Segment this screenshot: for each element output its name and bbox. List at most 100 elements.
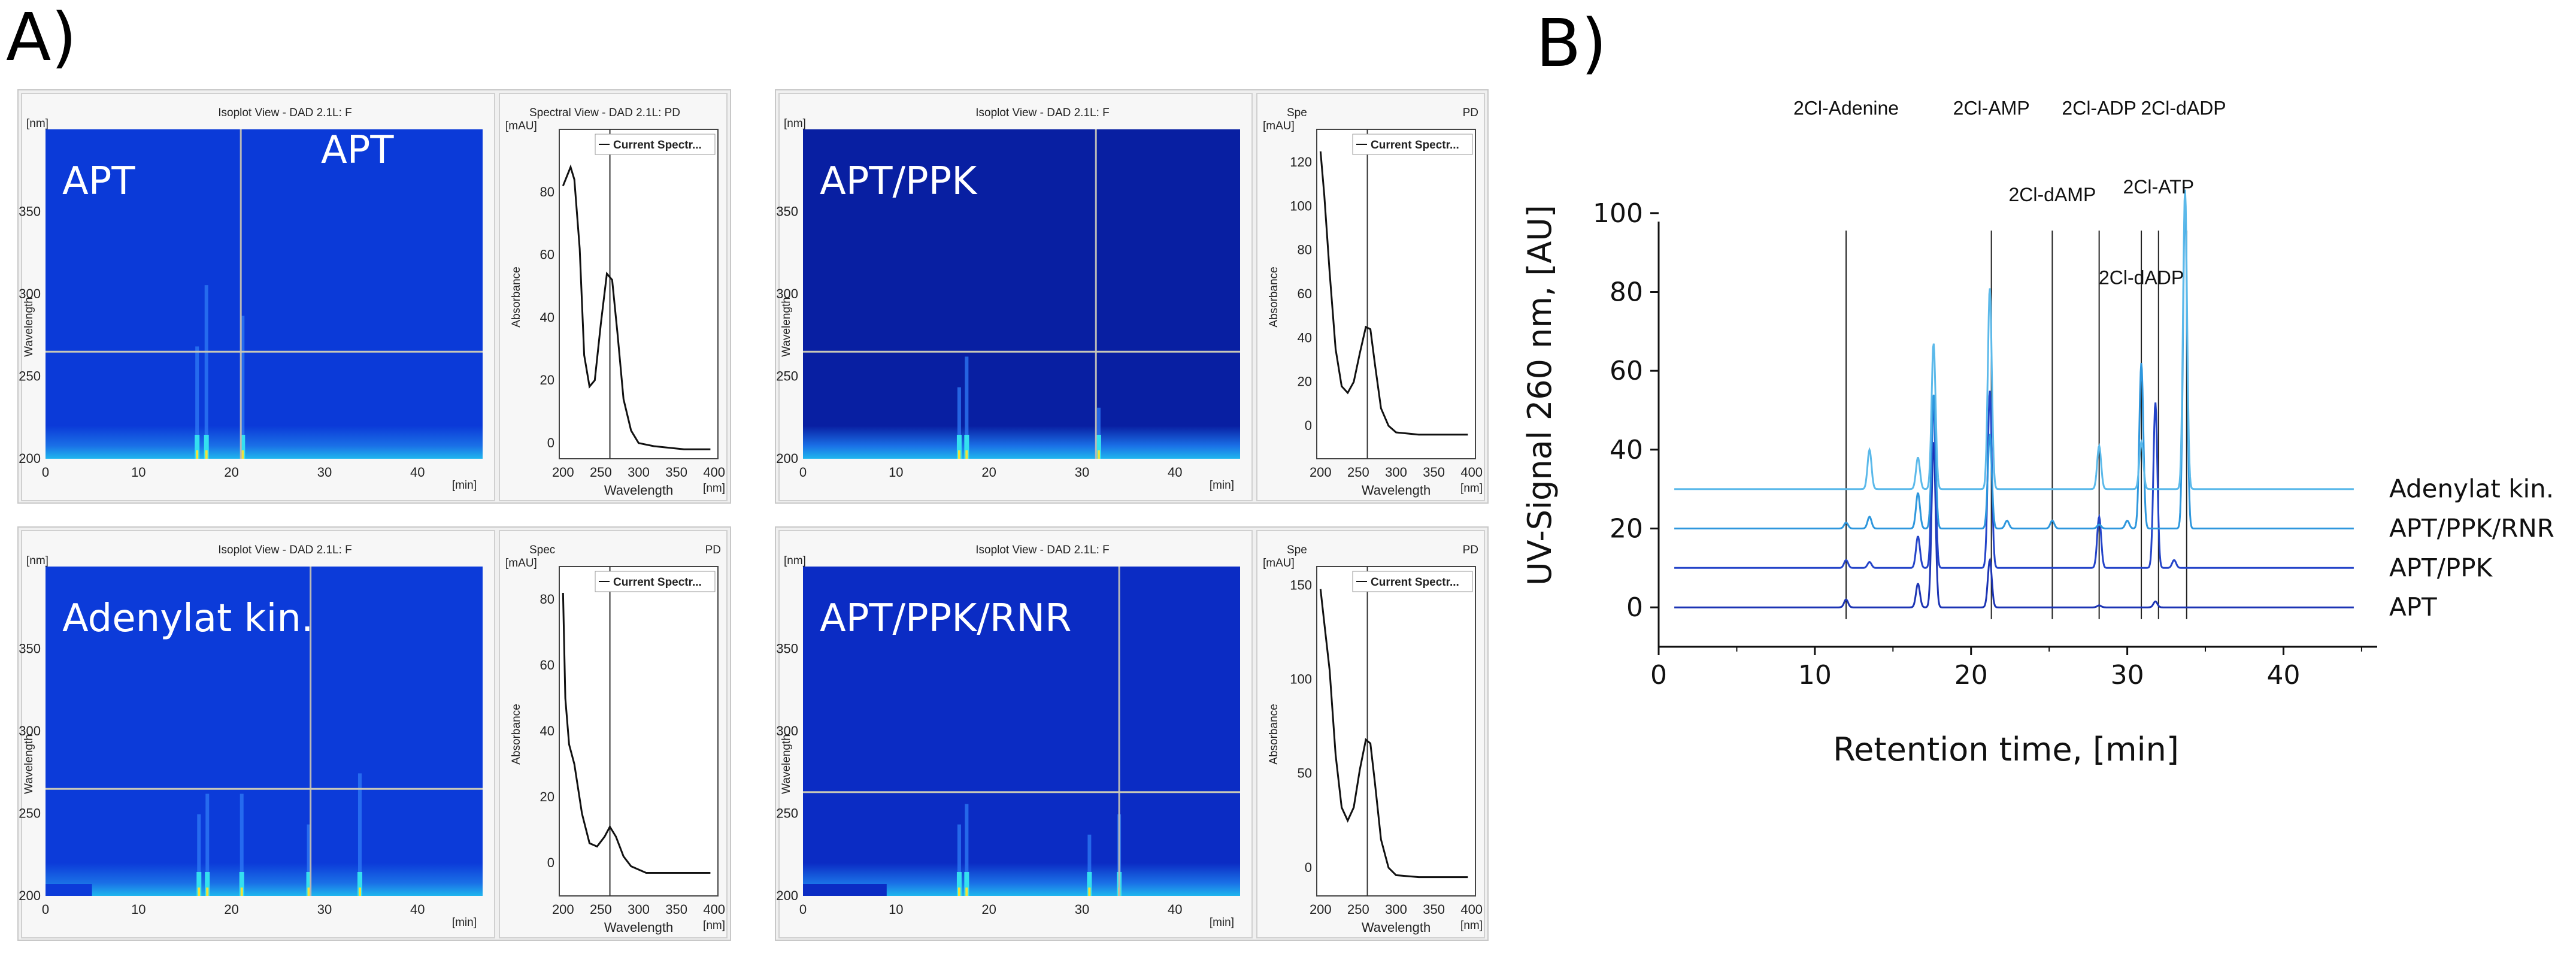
isoplot-yunit: [nm] bbox=[784, 555, 806, 567]
series-line bbox=[1674, 189, 2354, 490]
spectral-yunit: [mAU] bbox=[1263, 120, 1295, 132]
isoplot-xtick: 10 bbox=[131, 465, 146, 480]
isoplot-yunit: [nm] bbox=[784, 117, 806, 130]
isoplot-peak-hot bbox=[241, 450, 244, 459]
spectral-xunit: [nm] bbox=[703, 482, 725, 495]
peak-annotation: 2Cl-AMP bbox=[1953, 97, 2030, 119]
isoplot-xunit: [min] bbox=[1210, 916, 1234, 929]
isoplot-ytick: 200 bbox=[19, 451, 41, 466]
isoplot-peak-streak bbox=[957, 387, 961, 459]
peak-annotation: 2Cl-dAMP bbox=[2008, 184, 2096, 205]
isoplot-ytick: 200 bbox=[19, 888, 41, 903]
spectral-xtick: 300 bbox=[1385, 902, 1407, 917]
isoplot-ytick: 300 bbox=[19, 286, 41, 301]
isoplot-ytick: 350 bbox=[776, 204, 798, 219]
isoplot-peak-hot bbox=[240, 888, 243, 896]
spectral-ytick: 60 bbox=[1298, 286, 1312, 301]
isoplot-peak-base bbox=[357, 872, 362, 896]
isoplot-empty-region bbox=[803, 884, 887, 896]
isoplot-peak-hot bbox=[957, 450, 960, 459]
spectrum-curve bbox=[1319, 589, 1468, 879]
isoplot-ylabel: Wavelength bbox=[23, 297, 35, 357]
isoplot-xtick: 10 bbox=[131, 902, 146, 917]
spectral-xlabel: Wavelength bbox=[1362, 483, 1431, 498]
isoplot-peak-base bbox=[239, 872, 244, 896]
spectral-title: Spec bbox=[529, 544, 555, 556]
peak-annotation: 2Cl-dADP bbox=[2141, 97, 2226, 119]
screenshot-panel: Isoplot View - DAD 2.1L: F[nm]2002503003… bbox=[17, 526, 731, 941]
series-line bbox=[1674, 442, 2354, 608]
isoplot-peak-base bbox=[1096, 435, 1101, 459]
isoplot-ytick: 250 bbox=[776, 806, 798, 821]
isoplot-ytick: 350 bbox=[19, 641, 41, 656]
isoplot-ytick: 250 bbox=[776, 369, 798, 384]
isoplot-peak-streak bbox=[1087, 834, 1092, 896]
sample-name: APT bbox=[62, 159, 135, 204]
spectral-yunit: [mAU] bbox=[1263, 557, 1295, 570]
spectral-xlabel: Wavelength bbox=[1362, 920, 1431, 935]
isoplot-peak-base bbox=[195, 435, 200, 459]
isoplot-peak-hot bbox=[307, 888, 310, 896]
spectral-title: Spectral View - DAD 2.1L: PD bbox=[529, 107, 680, 119]
isoplot-empty-region bbox=[46, 884, 92, 896]
series-label: APT bbox=[2389, 592, 2437, 622]
screenshot-panel: Isoplot View - DAD 2.1L: F[nm]2002503003… bbox=[17, 89, 731, 504]
spectral-xunit: [nm] bbox=[1460, 482, 1483, 495]
spectral-ytick: 120 bbox=[1290, 155, 1312, 169]
spectral-xtick: 400 bbox=[1460, 465, 1483, 480]
spectrum-curve bbox=[1319, 151, 1468, 436]
spectral-xlabel: Wavelength bbox=[604, 483, 673, 498]
isoplot-xunit: [min] bbox=[452, 479, 477, 492]
y-tick-label: 20 bbox=[1610, 514, 1643, 544]
series-line bbox=[1674, 390, 2354, 569]
spectral-ylabel: Absorbance bbox=[510, 266, 523, 327]
isoplot-peak-streak bbox=[357, 773, 362, 896]
isoplot-xtick: 0 bbox=[799, 465, 807, 480]
isoplot-heatmap bbox=[46, 567, 483, 896]
isoplot-xtick: 20 bbox=[981, 902, 996, 917]
spectral-xtick: 350 bbox=[1423, 465, 1445, 480]
isoplot-peak-hot bbox=[965, 888, 968, 896]
spectral-ytick: 100 bbox=[1290, 672, 1312, 687]
isoplot-xunit: [min] bbox=[1210, 479, 1234, 492]
spectral-xtick: 300 bbox=[628, 902, 650, 917]
spectrum-curve bbox=[562, 592, 711, 874]
spectral-title-right: PD bbox=[1463, 544, 1478, 556]
spectral-plot-area bbox=[1316, 566, 1476, 897]
spectral-legend-box bbox=[1352, 134, 1473, 155]
sample-name: APT/PPK/RNR bbox=[820, 596, 1072, 641]
spectral-plot-area bbox=[559, 129, 719, 459]
isoplot-peak-streak bbox=[307, 824, 311, 896]
isoplot-title: Isoplot View - DAD 2.1L: F bbox=[975, 107, 1110, 119]
peak-annotation: 2Cl-dADP bbox=[2099, 266, 2184, 288]
isoplot-xtick: 0 bbox=[42, 902, 49, 917]
spectral-ytick: 0 bbox=[1305, 418, 1312, 433]
isoplot-peak-base bbox=[964, 435, 969, 459]
isoplot-peak-streak bbox=[195, 346, 199, 459]
spectral-xtick: 200 bbox=[1310, 465, 1332, 480]
x-tick-label: 20 bbox=[1954, 660, 1988, 690]
panel-b-chromatogram: APT APT/PPK APT/PPK/RNR Adenylat kin. 0 20 40 6… bbox=[1521, 97, 2554, 768]
isoplot-xtick: 0 bbox=[42, 465, 49, 480]
isoplot-xunit: [min] bbox=[452, 916, 477, 929]
isoplot-xtick: 20 bbox=[224, 902, 238, 917]
isoplot-peak-base bbox=[240, 435, 246, 459]
spectral-legend-label: Current Spectr... bbox=[613, 139, 702, 152]
x-tick-label: 10 bbox=[1798, 660, 1832, 690]
isoplot-peak-base bbox=[306, 872, 311, 896]
spectral-xtick: 250 bbox=[590, 465, 612, 480]
isoplot-xtick: 30 bbox=[1075, 465, 1089, 480]
spectral-ytick: 80 bbox=[540, 184, 554, 199]
spectral-ylabel: Absorbance bbox=[510, 704, 523, 764]
spectral-title-right: PD bbox=[1463, 107, 1478, 119]
isoplot-xtick: 10 bbox=[889, 902, 903, 917]
spectral-ytick: 80 bbox=[1298, 243, 1312, 258]
isoplot-ytick: 300 bbox=[776, 286, 798, 301]
isoplot-xtick: 20 bbox=[224, 465, 238, 480]
spectral-xtick: 300 bbox=[1385, 465, 1407, 480]
peak-annotation: 2Cl-Adenine bbox=[1793, 97, 1899, 119]
isoplot-xtick: 40 bbox=[410, 465, 425, 480]
isoplot-ylabel: Wavelength bbox=[23, 734, 35, 794]
peak-annotation: 2Cl-ATP bbox=[2123, 176, 2195, 198]
isoplot-ytick: 200 bbox=[776, 888, 798, 903]
